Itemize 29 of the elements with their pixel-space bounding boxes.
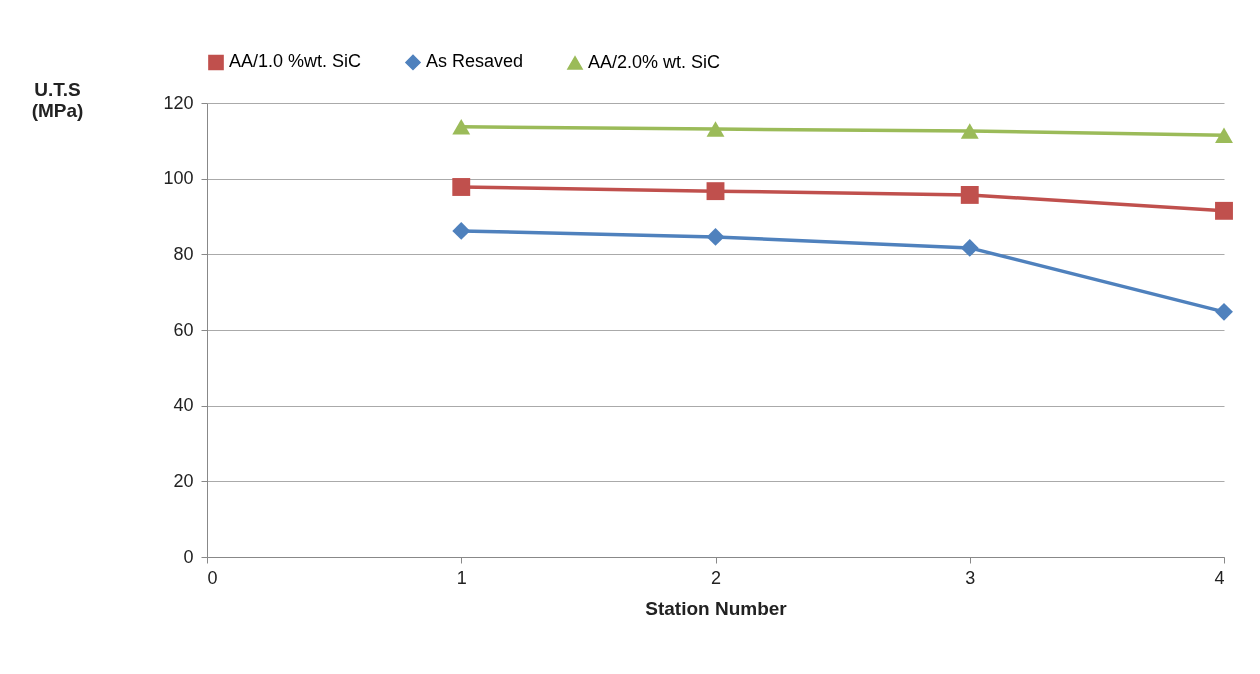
legend-label: AA/2.0% wt. SiC	[588, 51, 721, 72]
x-axis-title: Station Number	[645, 597, 788, 619]
x-tick-label: 1	[456, 567, 467, 588]
y-tick-label: 40	[173, 395, 194, 416]
point	[452, 221, 471, 240]
legend-label: AA/1.0 %wt. SiC	[229, 51, 362, 72]
y-tick-label: 120	[163, 92, 194, 113]
point	[452, 178, 471, 196]
point	[960, 238, 979, 257]
y-tick-label: 80	[173, 243, 194, 264]
y-tick-label: 100	[163, 168, 194, 189]
point	[706, 182, 725, 201]
point	[960, 123, 979, 139]
point	[1215, 201, 1233, 220]
point	[706, 227, 725, 246]
legend-label: As Resaved	[426, 51, 524, 72]
x-tick-label: 0	[207, 567, 218, 588]
point	[960, 185, 979, 204]
point	[1215, 127, 1233, 143]
y-axis-title: U.T.S (MPa)	[31, 78, 84, 121]
x-tick-label: 3	[965, 567, 976, 588]
x-tick-label: 4	[1214, 567, 1225, 588]
y-tick-label: 20	[173, 470, 194, 491]
y-tick-label: 60	[173, 319, 194, 340]
point	[1215, 302, 1233, 321]
point	[706, 121, 725, 137]
y-tick-label: 0	[183, 546, 194, 567]
x-tick-label: 2	[710, 567, 722, 588]
point	[452, 119, 471, 135]
